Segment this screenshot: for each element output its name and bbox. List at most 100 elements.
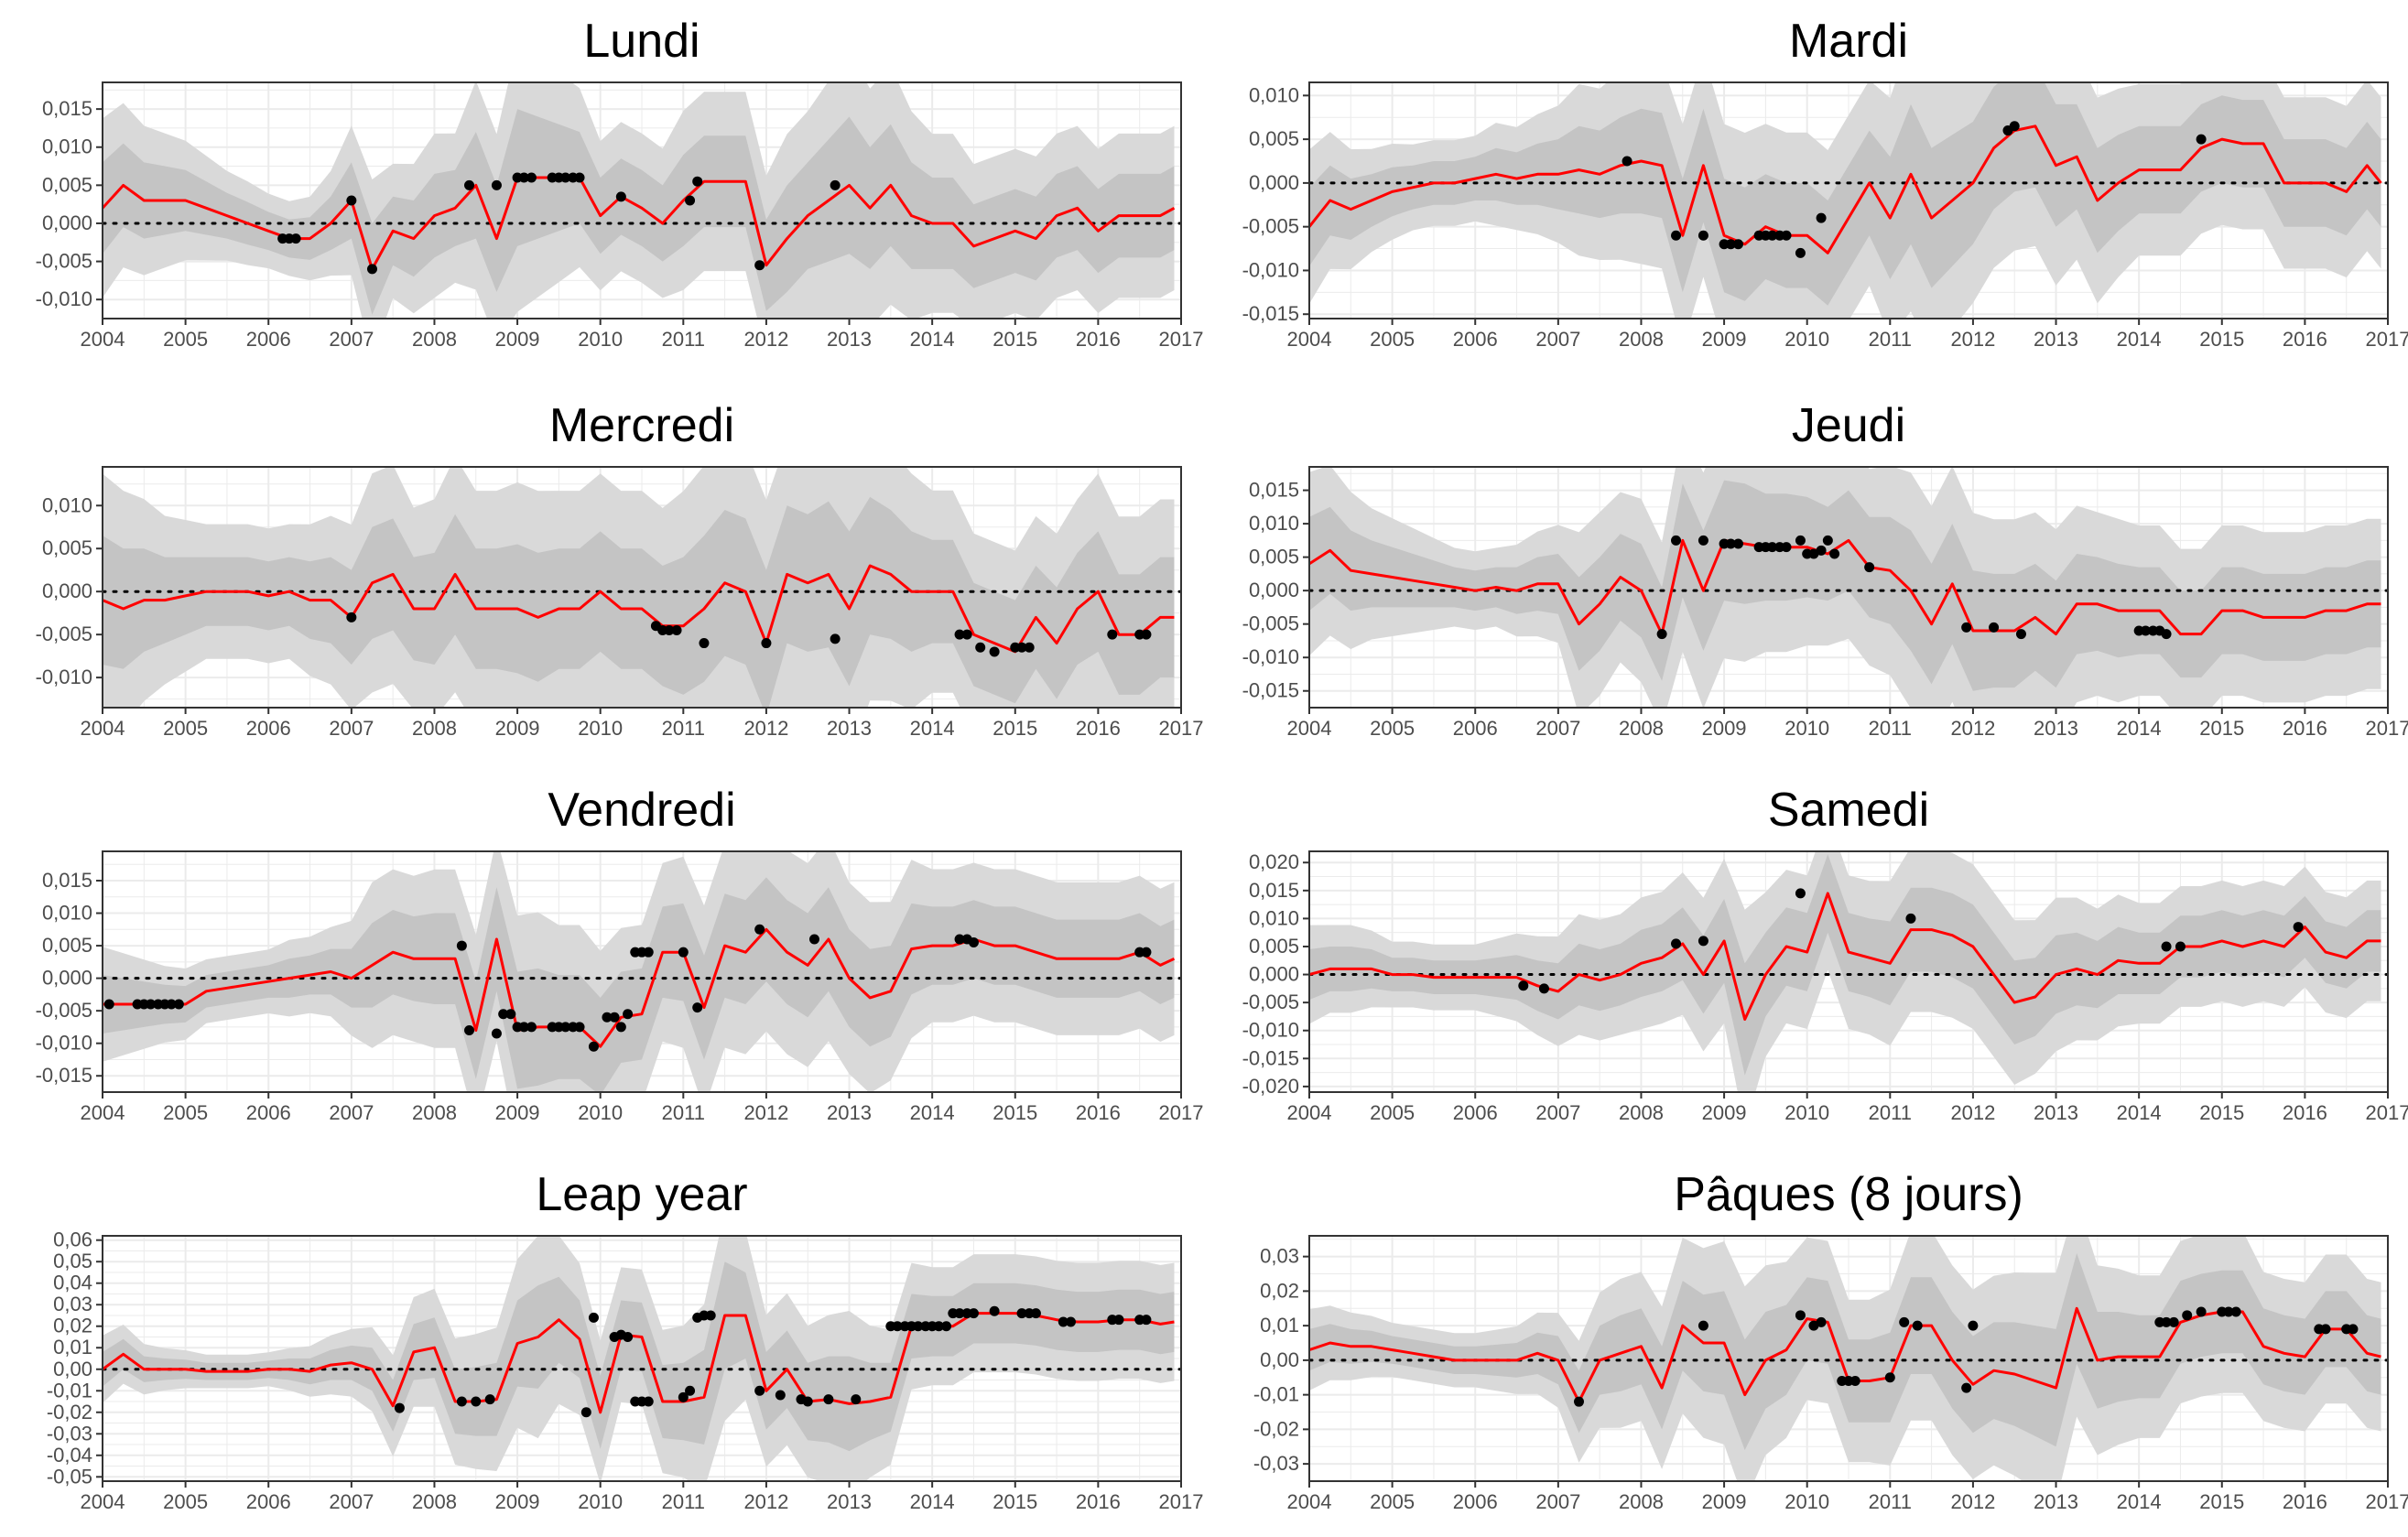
x-tick-label: 2011: [1869, 717, 1912, 740]
data-point: [830, 633, 841, 644]
panel-title: Lundi: [583, 15, 700, 68]
x-tick-label: 2004: [81, 1490, 125, 1513]
x-tick-label: 2012: [1950, 717, 1995, 740]
panel-jeudi: Jeudi 2004 2005 2006 2007 2008 2009 2010 2011 201…: [1242, 399, 2408, 740]
panel-title: Jeudi: [1792, 399, 1905, 452]
panel-title: Leap year: [536, 1168, 747, 1221]
y-tick-label: 0,02: [53, 1315, 92, 1337]
y-tick-label: -0,005: [36, 622, 92, 645]
y-tick-label: 0,05: [53, 1250, 92, 1272]
data-point: [1698, 936, 1708, 947]
x-tick-label: 2015: [992, 1490, 1037, 1513]
x-tick-label: 2008: [1619, 717, 1664, 740]
x-tick-label: 2013: [827, 1490, 872, 1513]
data-point: [1671, 535, 1682, 546]
data-point: [1795, 888, 1806, 899]
data-point: [1725, 538, 1736, 549]
x-tick-label: 2015: [2199, 717, 2244, 740]
data-point: [1905, 913, 1916, 924]
x-tick-label: 2006: [246, 1101, 291, 1124]
data-point: [1829, 548, 1840, 559]
y-tick-label: 0,000: [1249, 579, 1299, 601]
ci-band-inner: [103, 496, 1175, 708]
data-point: [560, 172, 571, 183]
y-axis: -0,015 -0,010 -0,005 0,000 0,005 0,010 0,015: [36, 869, 103, 1087]
data-point: [1538, 983, 1549, 994]
x-tick-label: 2010: [578, 328, 623, 351]
y-tick-label: 0,015: [1249, 879, 1299, 902]
data-point: [1795, 1310, 1806, 1321]
x-tick-label: 2011: [662, 1101, 705, 1124]
data-point: [1816, 212, 1827, 223]
ci-band-inner: [1309, 480, 2381, 691]
data-point: [892, 1321, 903, 1332]
x-tick-label: 2011: [662, 328, 705, 351]
data-point: [623, 1331, 634, 1342]
data-point: [588, 1041, 599, 1052]
y-tick-label: 0,005: [1249, 127, 1299, 150]
x-tick-label: 2008: [1619, 1490, 1664, 1513]
y-tick-label: -0,010: [1242, 1019, 1299, 1042]
data-point: [1016, 1308, 1027, 1319]
y-tick-label: 0,01: [53, 1336, 92, 1358]
panel-title: Mardi: [1789, 15, 1908, 68]
y-tick-label: -0,005: [1242, 215, 1299, 238]
data-point: [1961, 1382, 1972, 1393]
x-axis: 2004 2005 2006 2007 2008 2009 2010 2011 2012 2013…: [1287, 1481, 2408, 1513]
data-point: [2196, 134, 2207, 145]
x-tick-label: 2011: [1869, 1101, 1912, 1124]
data-point: [643, 1396, 654, 1407]
data-point: [602, 1012, 613, 1023]
y-tick-label: 0,000: [42, 967, 92, 990]
panel-mardi: Mardi 2004 2005 2006 2007 2008 2009 2010 2011 201…: [1242, 15, 2408, 351]
data-point: [2161, 941, 2172, 952]
x-tick-label: 2014: [2117, 1490, 2162, 1513]
y-tick-label: 0,03: [1260, 1245, 1299, 1268]
x-tick-label: 2017: [1159, 1490, 1204, 1513]
panel-leap-year: Leap year 2004 2005 2006 2007 2008 2009 2010 201…: [47, 1168, 1204, 1513]
y-tick-label: 0,010: [42, 135, 92, 158]
y-tick-label: 0,010: [42, 493, 92, 516]
x-tick-label: 2016: [2283, 328, 2327, 351]
x-tick-label: 2010: [578, 1101, 623, 1124]
panel-border: [102, 466, 1182, 709]
x-tick-label: 2005: [163, 328, 208, 351]
data-point: [1864, 562, 1875, 573]
y-tick-label: 0,005: [1249, 935, 1299, 958]
series-line: [103, 927, 1176, 1048]
x-tick-label: 2016: [1076, 328, 1121, 351]
data-point: [2175, 941, 2186, 952]
plot-area: [103, 851, 1181, 1092]
data-point: [1107, 629, 1118, 640]
data-point: [505, 1009, 516, 1020]
data-point: [1030, 1308, 1041, 1319]
data-point: [802, 1396, 813, 1407]
data-point: [2196, 1306, 2207, 1317]
data-point: [2140, 625, 2151, 636]
data-point: [989, 646, 1000, 657]
data-point: [623, 1009, 634, 1020]
x-tick-label: 2007: [329, 1490, 374, 1513]
x-tick-label: 2017: [2366, 1101, 2408, 1124]
y-tick-label: 0,01: [1260, 1314, 1299, 1337]
significant-points: [346, 612, 1152, 657]
y-tick-label: 0,015: [1249, 479, 1299, 502]
x-tick-label: 2006: [1453, 328, 1498, 351]
data-point: [989, 1305, 1000, 1316]
y-tick-label: 0,010: [1249, 83, 1299, 106]
data-point: [975, 642, 986, 653]
data-point: [1024, 642, 1035, 653]
panel-border: [1308, 1235, 2389, 1482]
data-point: [1795, 247, 1806, 258]
data-point: [1816, 1316, 1827, 1327]
x-tick-label: 2010: [1784, 328, 1829, 351]
y-tick-label: -0,005: [36, 250, 92, 273]
y-tick-label: 0,04: [53, 1272, 92, 1294]
series-line: [1309, 892, 2381, 1021]
x-tick-label: 2005: [1370, 717, 1415, 740]
x-tick-label: 2013: [2034, 717, 2078, 740]
x-tick-label: 2007: [329, 1101, 374, 1124]
x-tick-label: 2006: [246, 717, 291, 740]
x-tick-label: 2008: [1619, 1101, 1664, 1124]
